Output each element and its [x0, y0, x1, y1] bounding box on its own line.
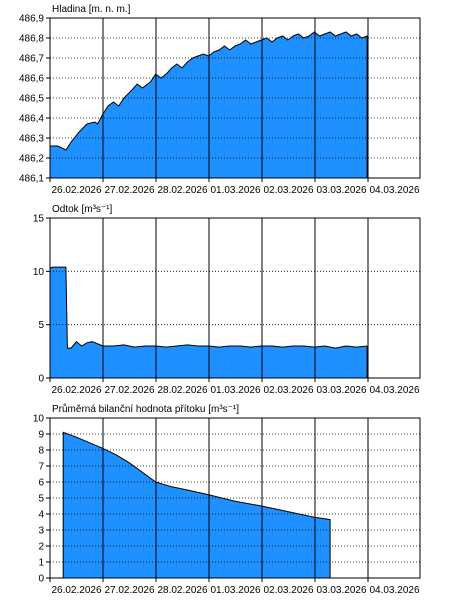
x-tick-label: 28.02.2026 — [157, 585, 207, 596]
x-tick-label: 26.02.2026 — [51, 185, 101, 196]
y-tick-label: 0 — [38, 374, 44, 385]
x-tick-label: 26.02.2026 — [51, 385, 101, 396]
y-tick-label: 486,7 — [19, 54, 44, 65]
chart-panel-2: 0 5 10 15 26.02.2026 27.02.2026 28.02.2026 01.0… — [33, 204, 421, 396]
y-tick-label: 5 — [38, 320, 44, 331]
y-tick-label: 9 — [38, 430, 44, 441]
plot-frame — [49, 217, 421, 379]
y-tick-label: 10 — [33, 414, 45, 425]
chart-title: Hladina [m. n. m.] — [52, 4, 131, 15]
y-tick-label: 10 — [33, 267, 45, 278]
x-tick-label: 02.03.2026 — [263, 385, 313, 396]
y-tick-label: 8 — [38, 446, 44, 457]
x-tick-label: 04.03.2026 — [369, 185, 419, 196]
x-tick-label: 02.03.2026 — [263, 585, 313, 596]
chart-panel-3: 0 1 2 3 4 5 6 7 8 9 10 26.02.2026 27.02.2026 28.02.20… — [33, 403, 421, 596]
x-tick-label: 28.02.2026 — [157, 385, 207, 396]
x-tick-label: 04.03.2026 — [369, 385, 419, 396]
y-tick-label: 4 — [38, 510, 44, 521]
chart-title: Odtok [m³s⁻¹] — [52, 204, 113, 215]
y-tick-label: 486,2 — [19, 154, 44, 165]
y-tick-label: 486,5 — [19, 94, 44, 105]
y-tick-label: 5 — [38, 494, 44, 505]
y-tick-label: 486,8 — [19, 34, 44, 45]
chart-title: Průměrná bilanční hodnota přítoku [m³s⁻¹… — [52, 403, 239, 415]
x-tick-label: 27.02.2026 — [104, 185, 154, 196]
chart-panel-1: 486,1 486,2 486,3 486,4 486,5 486,6 486,7 486,8… — [19, 4, 421, 196]
y-tick-label: 486,1 — [19, 174, 44, 185]
x-tick-label: 27.02.2026 — [104, 385, 154, 396]
y-tick-label: 7 — [38, 462, 44, 473]
y-tick-label: 486,9 — [19, 14, 44, 25]
x-tick-label: 02.03.2026 — [263, 185, 313, 196]
y-tick-label: 15 — [33, 214, 45, 225]
x-tick-label: 03.03.2026 — [316, 185, 366, 196]
x-tick-label: 01.03.2026 — [210, 185, 260, 196]
y-tick-label: 0 — [38, 574, 44, 585]
x-tick-label: 01.03.2026 — [210, 385, 260, 396]
x-tick-label: 01.03.2026 — [210, 585, 260, 596]
y-tick-label: 6 — [38, 478, 44, 489]
x-tick-label: 27.02.2026 — [104, 585, 154, 596]
x-tick-label: 28.02.2026 — [157, 185, 207, 196]
y-tick-label: 1 — [38, 558, 44, 569]
x-tick-label: 03.03.2026 — [316, 585, 366, 596]
y-tick-label: 486,6 — [19, 74, 44, 85]
x-tick-label: 04.03.2026 — [369, 585, 419, 596]
y-tick-label: 486,3 — [19, 134, 44, 145]
y-tick-label: 2 — [38, 542, 44, 553]
y-tick-label: 3 — [38, 526, 44, 537]
x-tick-label: 26.02.2026 — [51, 585, 101, 596]
series-area — [62, 431, 331, 579]
x-tick-label: 03.03.2026 — [316, 385, 366, 396]
series-area — [49, 266, 368, 379]
y-tick-label: 486,4 — [19, 114, 44, 125]
